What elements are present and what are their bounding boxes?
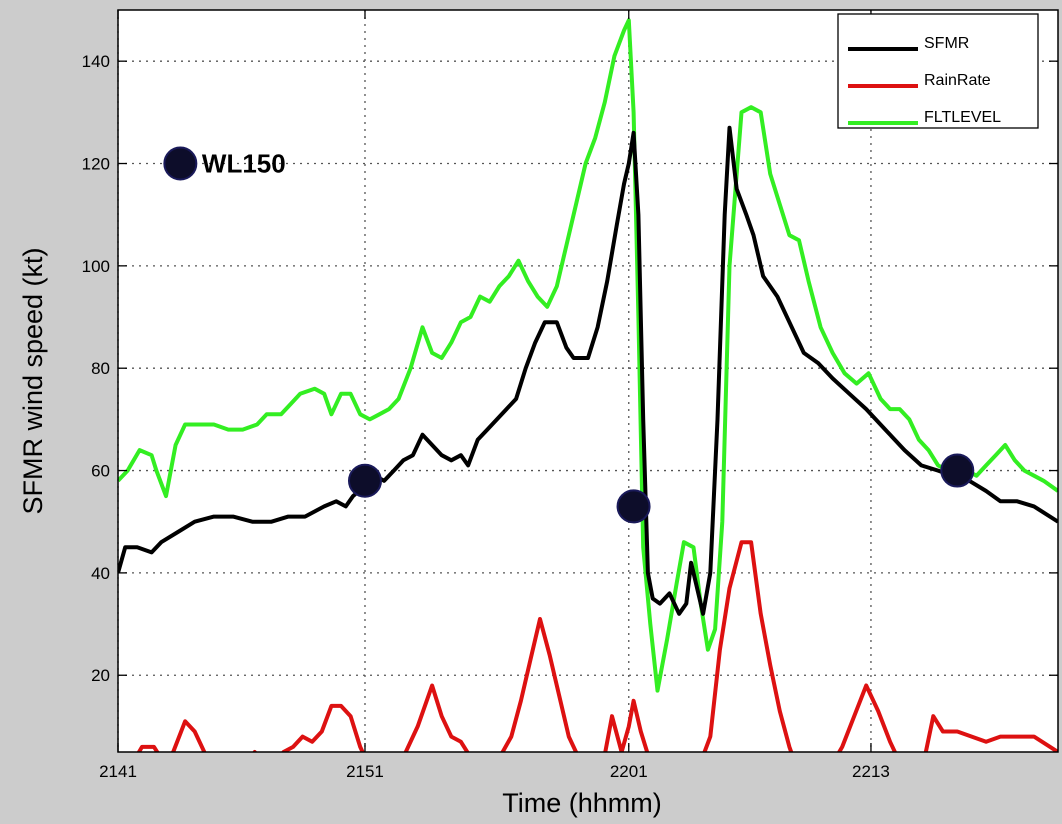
marker-layer: [163, 146, 975, 524]
legend-label: RainRate: [924, 72, 991, 89]
series-line-sfmr: [118, 125, 1058, 616]
axis-ticks: 20 40 60 80 100 120 140 2141 2151 2201 2213: [82, 10, 1058, 781]
y-tick-label: 80: [91, 359, 110, 378]
plot-area: [118, 10, 1058, 752]
x-tick-label: 2213: [852, 762, 890, 781]
y-tick-label: 40: [91, 564, 110, 583]
series-line-fltlevel: [118, 18, 1058, 693]
y-tick-label: 120: [82, 155, 110, 174]
x-tick-label: 2141: [99, 762, 137, 781]
legend-box: [837, 13, 1039, 129]
x-axis-label: Time (hhmm): [502, 788, 662, 818]
data-marker: [616, 489, 651, 524]
y-tick-label: 60: [91, 462, 110, 481]
legend: SFMR RainRate FLTLEVEL: [837, 13, 1039, 129]
y-tick-label: 20: [91, 666, 110, 685]
data-marker: [940, 453, 975, 488]
series-layer: [118, 18, 1058, 752]
data-marker: [347, 463, 382, 498]
y-tick-label: 100: [82, 257, 110, 276]
series-line-rainrate: [136, 540, 1058, 752]
y-axis-label: SFMR wind speed (kt): [18, 247, 48, 514]
legend-label: SFMR: [924, 35, 969, 52]
x-tick-label: 2201: [610, 762, 648, 781]
annotation-wl150: WL150: [202, 149, 286, 179]
data-marker: [163, 146, 198, 181]
y-tick-label: 140: [82, 52, 110, 71]
plot-frame: [117, 9, 1059, 753]
legend-label: FLTLEVEL: [924, 109, 1001, 126]
x-tick-label: 2151: [346, 762, 384, 781]
